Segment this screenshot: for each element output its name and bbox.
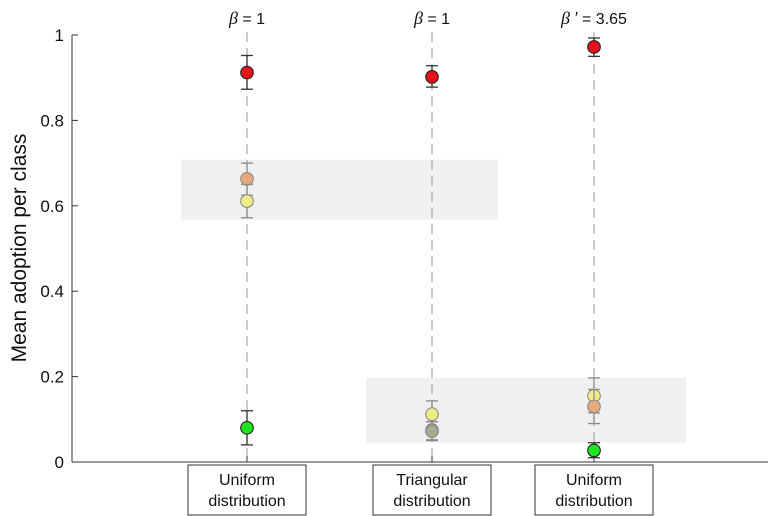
category-labels: β = 1 Uniform distribution β = 1 Triangular d…: [187, 8, 654, 516]
highlight-band: [366, 377, 686, 443]
category-label-line2: distribution: [208, 493, 285, 510]
y-tick-label: 0.4: [40, 282, 64, 301]
category-label-line2: distribution: [555, 493, 632, 510]
y-tick-label: 1: [55, 26, 64, 45]
y-tick-label: 0.2: [40, 368, 64, 387]
parameter-label: β = 1: [228, 8, 265, 28]
category-label-box: [372, 464, 492, 516]
category-label-box: [534, 464, 654, 516]
y-axis-label: Mean adoption per class: [8, 134, 31, 363]
highlight-bands: [181, 159, 686, 443]
highlight-band: [181, 159, 498, 220]
data-point-orange: [587, 399, 601, 414]
category-label-line1: Uniform: [566, 472, 622, 489]
y-tick-label: 0: [55, 453, 64, 472]
category-label-line2: distribution: [393, 493, 470, 510]
data-point-orange: [240, 172, 254, 186]
data-point-red: [240, 65, 254, 80]
data-point-yellow: [425, 407, 439, 422]
data-point-green: [587, 443, 601, 458]
data-point-red: [587, 40, 601, 54]
y-tick-label: 0.6: [40, 197, 64, 216]
data-point-yellow: [240, 194, 254, 208]
y-tick-label: 0.8: [40, 111, 64, 130]
axes: 0 0.2 0.4 0.6 0.8 1: [40, 26, 768, 472]
category-label-line1: Uniform: [219, 472, 275, 489]
category-label-line1: Triangular: [396, 472, 468, 489]
data-point-green-gray: [425, 424, 439, 439]
data-point-red: [425, 69, 439, 84]
parameter-label: β = 1: [413, 8, 450, 28]
category-label-box: [187, 464, 307, 516]
data-point-green: [240, 420, 254, 435]
parameter-label: β ′ = 3.65: [560, 8, 627, 28]
data-points: [240, 37, 601, 459]
